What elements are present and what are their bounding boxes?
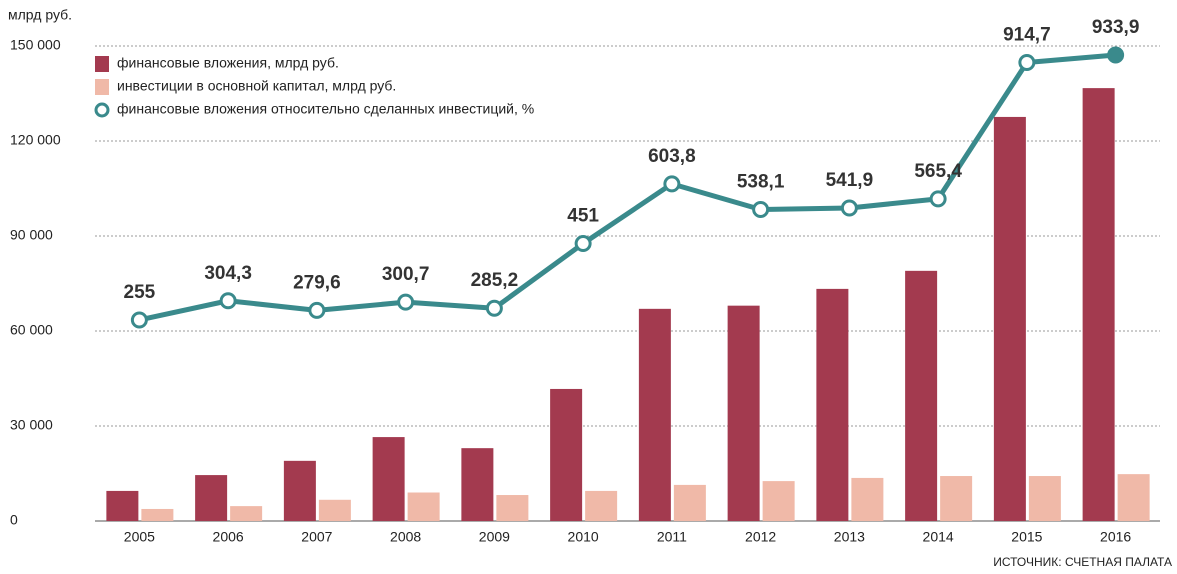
source: ИСТОЧНИК: СЧЕТНАЯ ПАЛАТА [993,555,1172,569]
bar [1082,88,1115,521]
y-tick-label: 60 000 [10,322,53,338]
line-point [219,292,237,310]
y-tick-label: 30 000 [10,417,53,433]
x-tick-label: 2009 [479,529,510,545]
data-label: 603,8 [648,146,696,167]
bar [1028,476,1061,521]
bar [993,116,1026,521]
bar [727,305,760,521]
data-label: 285,2 [471,270,519,291]
data-label: 541,9 [826,170,874,191]
x-tick-label: 2007 [301,529,332,545]
legend-label: финансовые вложения, млрд руб. [117,55,339,71]
bar [940,476,973,521]
x-tick-label: 2005 [124,529,155,545]
legend-swatch [95,56,109,72]
data-label: 914,7 [1003,25,1051,46]
line-point [752,200,770,218]
data-label: 933,9 [1092,17,1140,38]
bar [1117,474,1150,521]
data-label: 300,7 [382,264,430,285]
bar [638,308,671,521]
bar [673,484,706,521]
x-tick-label: 2013 [834,529,865,545]
bar [141,508,174,521]
line-point [663,175,681,193]
y-tick-label: 150 000 [10,37,61,53]
data-label: 304,3 [204,263,252,284]
line-point [929,190,947,208]
x-tick-label: 2008 [390,529,421,545]
x-tick-label: 2016 [1100,529,1131,545]
legend-swatch [95,79,109,95]
legend-label: инвестиции в основной капитал, млрд руб. [117,78,396,94]
bar [905,270,938,521]
bar [851,477,884,521]
bar [106,490,139,521]
bar [496,495,529,521]
line-point [574,234,592,252]
bar [283,460,316,521]
data-label: 255 [124,282,156,303]
bar [372,437,405,521]
x-tick-label: 2014 [923,529,954,545]
x-tick-label: 2010 [568,529,599,545]
bar [461,448,494,521]
y-tick-label: 90 000 [10,227,53,243]
x-tick-label: 2015 [1011,529,1042,545]
x-tick-label: 2012 [745,529,776,545]
line [138,52,1116,323]
line-point [130,311,148,329]
line-point [485,299,503,317]
legend-label: финансовые вложения относительно сделанн… [117,101,534,117]
y-tick-label: 0 [10,512,18,528]
bar [585,490,618,521]
bar [195,475,228,521]
line-point [1107,46,1125,64]
x-tick-label: 2006 [213,529,244,545]
y-axis-label: млрд руб. [8,7,72,23]
bar [407,492,440,521]
legend-swatch [94,102,110,118]
line-point [1018,54,1036,72]
data-label: 538,1 [737,172,785,193]
line-point [308,301,326,319]
bar [550,388,583,521]
bar [762,481,795,521]
line-point [397,293,415,311]
bar [230,506,263,521]
line-point [840,199,858,217]
bar [318,499,351,521]
data-label: 565,4 [914,161,962,182]
x-tick-label: 2011 [657,529,687,545]
bar [816,288,849,521]
y-tick-label: 120 000 [10,132,61,148]
data-label: 279,6 [293,272,341,293]
data-label: 451 [567,206,599,227]
